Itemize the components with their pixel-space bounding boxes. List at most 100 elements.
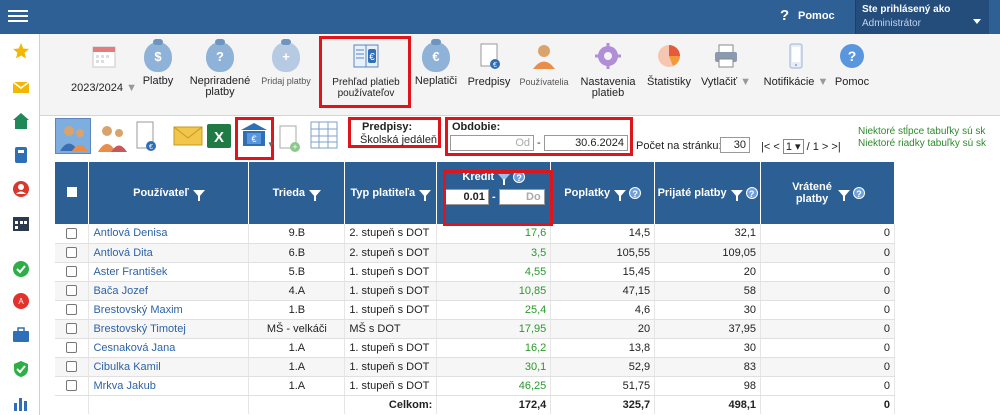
pager-first[interactable]: |< <box>761 141 771 153</box>
row-checkbox[interactable] <box>66 227 78 239</box>
calendar-icon[interactable] <box>12 214 30 232</box>
table-row[interactable]: Aster František 5.B 1. stupeň s DOT 4,55 15,… <box>55 262 895 282</box>
toolbar-nepriradene[interactable]: ? Nepriradené platby <box>186 39 254 98</box>
pager-prev[interactable]: < <box>773 141 780 153</box>
user-name-link[interactable]: Aster František <box>88 262 250 282</box>
row-checkbox[interactable] <box>66 247 78 259</box>
table-row[interactable]: Brestovský Timotej MŠ - velkáči MŠ s DOT 17… <box>55 319 895 339</box>
star-icon[interactable] <box>12 42 30 60</box>
pager-next[interactable]: > <box>821 141 829 153</box>
toolbar-neplatici[interactable]: € Neplatiči <box>412 39 460 87</box>
document-euro-icon[interactable]: € <box>134 120 158 154</box>
select-all-checkbox[interactable] <box>66 186 77 197</box>
family-icon[interactable] <box>95 120 131 154</box>
toolbar-pridaj[interactable]: + Pridaj platby <box>260 39 312 87</box>
view-users-tab[interactable] <box>55 118 91 154</box>
table-row[interactable]: Mrkva Jakub 1.A 1. stupeň s DOT 46,25 51,75 9… <box>55 376 895 396</box>
toolbar-platby[interactable]: $ Platby <box>138 39 178 87</box>
row-checkbox[interactable] <box>66 323 78 335</box>
table-row[interactable]: Brestovský Maxim 1.B 1. stupeň s DOT 25,4 4,… <box>55 300 895 320</box>
help-link[interactable]: Pomoc <box>798 10 835 22</box>
toolbar-vytlacit[interactable]: Vytlačiť ▼ <box>698 42 754 88</box>
fees-cell: 51,75 <box>550 376 656 396</box>
filter-icon[interactable] <box>192 189 205 201</box>
column-returned[interactable]: Vrátené platby ? <box>760 162 895 224</box>
toolbar-nastavenia[interactable]: Nastavenia platieb <box>578 42 638 99</box>
toolbar-statistiky[interactable]: Štatistiky <box>644 42 694 88</box>
chevron-down-icon[interactable]: ▼ <box>267 140 275 149</box>
table-row[interactable]: Antlová Denisa 9.B 2. stupeň s DOT 17,6 14,5… <box>55 224 895 244</box>
user-name-link[interactable]: Cibulka Kamil <box>88 357 250 377</box>
filter-icon[interactable] <box>730 189 743 201</box>
help-icon[interactable]: ? <box>745 187 758 200</box>
row-checkbox[interactable] <box>66 380 78 392</box>
date-from-input[interactable]: Od <box>450 135 534 151</box>
column-payer-type[interactable]: Typ platiteľa <box>344 162 438 224</box>
pager-last[interactable]: >| <box>831 141 841 153</box>
check-icon[interactable] <box>12 260 30 278</box>
help-icon[interactable]: ? <box>780 7 790 24</box>
add-document-icon[interactable]: + <box>278 124 302 154</box>
user-name-link[interactable]: Mrkva Jakub <box>88 376 250 396</box>
briefcase-icon[interactable] <box>12 326 30 344</box>
help-icon[interactable]: ? <box>853 187 866 199</box>
mail-icon[interactable] <box>12 78 30 96</box>
table-row[interactable]: Cibulka Kamil 1.A 1. stupeň s DOT 30,1 52,9 8… <box>55 357 895 377</box>
column-credit[interactable]: Kredit? 0.01 - Do <box>436 162 554 226</box>
row-checkbox[interactable] <box>66 361 78 373</box>
row-checkbox[interactable] <box>66 342 78 354</box>
book-icon[interactable] <box>12 146 30 164</box>
filter-icon[interactable] <box>498 173 511 185</box>
help-icon[interactable]: ? <box>629 187 642 200</box>
column-class[interactable]: Trieda <box>248 162 346 224</box>
row-checkbox[interactable] <box>66 304 78 316</box>
filter-icon[interactable] <box>419 189 432 201</box>
chevron-down-icon <box>973 19 981 24</box>
received-cell: 30 <box>654 300 762 320</box>
menu-icon[interactable] <box>8 7 28 27</box>
chart-icon[interactable] <box>12 394 30 412</box>
predpisy-value[interactable]: Školská jedáleň <box>360 134 438 146</box>
toolbar-pouzivatelia[interactable]: Používatelia <box>516 42 572 88</box>
row-checkbox[interactable] <box>66 266 78 278</box>
school-year-select[interactable]: 2023/2024 ▼ <box>68 42 140 94</box>
filter-icon[interactable] <box>614 189 627 201</box>
user-name-link[interactable]: Brestovský Maxim <box>88 300 250 320</box>
user-name-link[interactable]: Cesnaková Jana <box>88 338 250 358</box>
table-row[interactable]: Cesnaková Jana 1.A 1. stupeň s DOT 16,2 13,8… <box>55 338 895 358</box>
column-received[interactable]: Prijaté platby? <box>654 162 762 224</box>
person-icon[interactable] <box>12 180 30 198</box>
excel-icon[interactable]: X <box>206 122 232 150</box>
toolbar-notifikacie[interactable]: Notifikácie ▼ <box>758 42 834 88</box>
received-cell: 83 <box>654 357 762 377</box>
date-to-input[interactable]: 30.6.2024 <box>544 135 628 151</box>
toolbar-prehlad[interactable]: € Prehľad platieb používateľov <box>322 42 410 99</box>
column-fees[interactable]: Poplatky? <box>550 162 656 224</box>
page-size-input[interactable]: 30 <box>720 137 750 153</box>
user-menu[interactable]: Ste prihlásený ako Administrátor <box>855 0 989 34</box>
badge-icon[interactable]: A <box>12 292 30 310</box>
user-name-link[interactable]: Antlová Dita <box>88 243 250 263</box>
toolbar-pomoc[interactable]: ? Pomoc <box>832 42 872 88</box>
filter-icon[interactable] <box>838 189 851 201</box>
user-name-link[interactable]: Bača Jozef <box>88 281 250 301</box>
toolbar-nepriradene-label: Nepriradené platby <box>189 75 251 98</box>
table-row[interactable]: Bača Jozef 4.A 1. stupeň s DOT 10,85 47,15 58… <box>55 281 895 301</box>
class-cell: 1.B <box>248 300 346 320</box>
shield-icon[interactable] <box>12 360 30 378</box>
page-select[interactable]: 1 ▾ <box>782 139 804 154</box>
bank-euro-icon[interactable]: € <box>240 121 268 149</box>
row-checkbox[interactable] <box>66 285 78 297</box>
user-name-link[interactable]: Antlová Denisa <box>88 224 250 244</box>
credit-to-input[interactable]: Do <box>498 189 545 206</box>
envelope-icon[interactable] <box>173 124 203 148</box>
filter-icon[interactable] <box>309 189 322 201</box>
user-name-link[interactable]: Brestovský Timotej <box>88 319 250 339</box>
money-bag-clock-icon: € <box>422 39 450 72</box>
select-all-header[interactable] <box>55 162 90 224</box>
toolbar-predpisy[interactable]: € Predpisy <box>465 42 513 88</box>
table-icon[interactable] <box>309 120 339 150</box>
home-icon[interactable] <box>12 112 30 130</box>
column-user[interactable]: Používateľ <box>88 162 250 224</box>
table-row[interactable]: Antlová Dita 6.B 2. stupeň s DOT 3,5 105,55 1… <box>55 243 895 263</box>
